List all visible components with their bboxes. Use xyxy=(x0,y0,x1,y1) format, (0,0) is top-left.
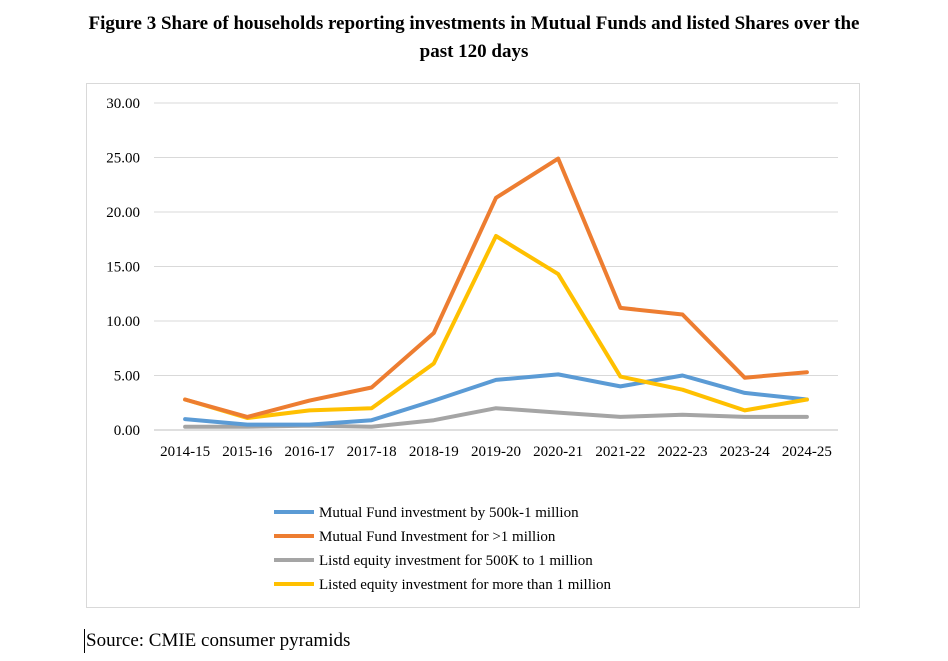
figure-title-line-2: past 120 days xyxy=(419,41,529,62)
gridlines xyxy=(154,102,838,431)
x-tick-label-2021-22: 2021-22 xyxy=(595,444,645,460)
x-tick-label-2022-23: 2022-23 xyxy=(658,444,708,460)
legend: Mutual Fund investment by 500k-1 million… xyxy=(274,505,612,593)
figure-title-line-1: Figure 3 Share of households reporting i… xyxy=(88,13,860,34)
x-tick-label-2018-19: 2018-19 xyxy=(409,444,459,460)
x-tick-label-2020-21: 2020-21 xyxy=(533,444,583,460)
y-tick-label-0: 0.00 xyxy=(114,423,140,439)
y-tick-label-4: 20.00 xyxy=(106,205,140,221)
legend-label-4: Listed equity investment for more than 1… xyxy=(319,577,612,593)
legend-label-2: Mutual Fund Investment for >1 million xyxy=(319,529,556,545)
series-line-4 xyxy=(183,234,809,420)
chart-frame xyxy=(86,83,860,608)
series-lines xyxy=(183,156,809,429)
x-tick-label-2015-16: 2015-16 xyxy=(222,444,272,460)
x-tick-label-2017-18: 2017-18 xyxy=(347,444,397,460)
x-tick-label-2019-20: 2019-20 xyxy=(471,444,521,460)
y-axis-ticks: 0.00 5.00 10.00 15.00 20.00 25.00 30.00 xyxy=(106,96,140,439)
x-axis-ticks: 2014-15 2015-16 2016-17 2017-18 2018-19 2019-… xyxy=(160,444,832,460)
y-tick-label-3: 15.00 xyxy=(106,260,140,276)
y-tick-label-6: 30.00 xyxy=(106,96,140,112)
y-tick-label-2: 10.00 xyxy=(106,314,140,330)
figure-title: Figure 3 Share of households reporting i… xyxy=(0,10,948,66)
source-note: Source: CMIE consumer pyramids xyxy=(84,629,351,653)
y-tick-label-5: 25.00 xyxy=(106,151,140,167)
x-tick-label-2023-24: 2023-24 xyxy=(720,444,770,460)
series-line-2 xyxy=(183,156,809,419)
x-tick-label-2024-25: 2024-25 xyxy=(782,444,832,460)
series-line-1 xyxy=(183,372,809,427)
x-tick-label-2016-17: 2016-17 xyxy=(284,444,334,460)
x-tick-label-2014-15: 2014-15 xyxy=(160,444,210,460)
y-tick-label-1: 5.00 xyxy=(114,369,140,385)
legend-label-3: Listd equity investment for 500K to 1 mi… xyxy=(319,553,593,569)
legend-label-1: Mutual Fund investment by 500k-1 million xyxy=(319,505,579,521)
